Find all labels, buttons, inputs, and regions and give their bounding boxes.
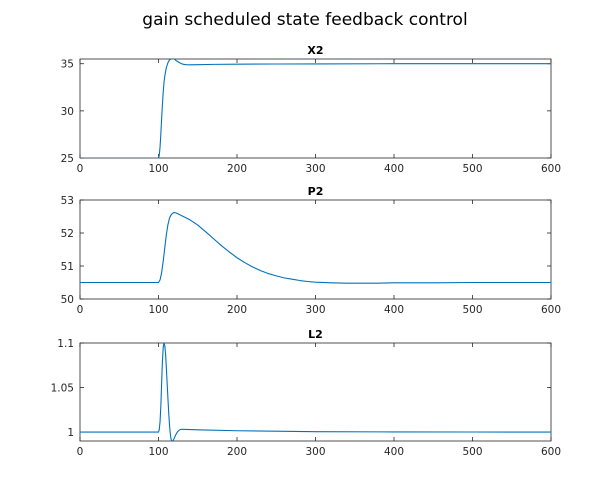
x-tick-label: 200 [227, 163, 247, 175]
subplot-title: X2 [307, 44, 323, 57]
series-line [80, 211, 551, 284]
x-tick-label: 400 [384, 304, 404, 316]
subplot-title: P2 [308, 185, 324, 198]
x-tick-label: 300 [305, 446, 325, 458]
x-tick-label: 500 [462, 163, 482, 175]
y-tick-label: 1 [67, 427, 74, 439]
y-tick-label: 1.1 [57, 338, 74, 350]
subplot-3: 0 100 200 300 400 500 600 1 1.05 1.1 L2 [51, 328, 561, 458]
y-tick-label: 53 [61, 195, 74, 207]
x-tick-label: 0 [77, 446, 84, 458]
x-tick-label: 500 [462, 304, 482, 316]
subplot-title: L2 [308, 328, 323, 341]
x-tick-label: 200 [227, 446, 247, 458]
y-tick-label: 50 [61, 294, 74, 306]
y-tick-label: 35 [61, 59, 74, 71]
y-tick-label: 52 [61, 228, 74, 240]
x-tick-label: 0 [77, 163, 84, 175]
y-tick-label: 30 [61, 106, 74, 118]
x-tick-label: 300 [305, 163, 325, 175]
x-tick-label: 100 [148, 446, 168, 458]
axes-box [79, 342, 552, 442]
x-tick-label: 300 [305, 304, 325, 316]
x-tick-label: 600 [541, 163, 561, 175]
x-tick-label: 400 [384, 163, 404, 175]
x-tick-label: 200 [227, 304, 247, 316]
subplot-1: 0 100 200 300 400 500 600 25 30 35 X2 [61, 44, 561, 175]
axes-box [79, 58, 552, 159]
x-tick-label: 600 [541, 304, 561, 316]
figure-title: gain scheduled state feedback control [142, 10, 467, 30]
x-tick-label: 100 [148, 304, 168, 316]
x-tick-label: 600 [541, 446, 561, 458]
axes-box [79, 199, 552, 300]
subplot-2: 0 100 200 300 400 500 600 50 51 52 53 P2 [61, 185, 561, 316]
series-line [80, 59, 551, 158]
series-line [80, 343, 551, 441]
x-tick-label: 0 [77, 304, 84, 316]
x-tick-label: 100 [148, 163, 168, 175]
x-tick-label: 500 [462, 446, 482, 458]
y-tick-label: 25 [61, 153, 74, 165]
x-tick-label: 400 [384, 446, 404, 458]
y-tick-label: 51 [61, 261, 74, 273]
y-tick-label: 1.05 [51, 383, 74, 395]
